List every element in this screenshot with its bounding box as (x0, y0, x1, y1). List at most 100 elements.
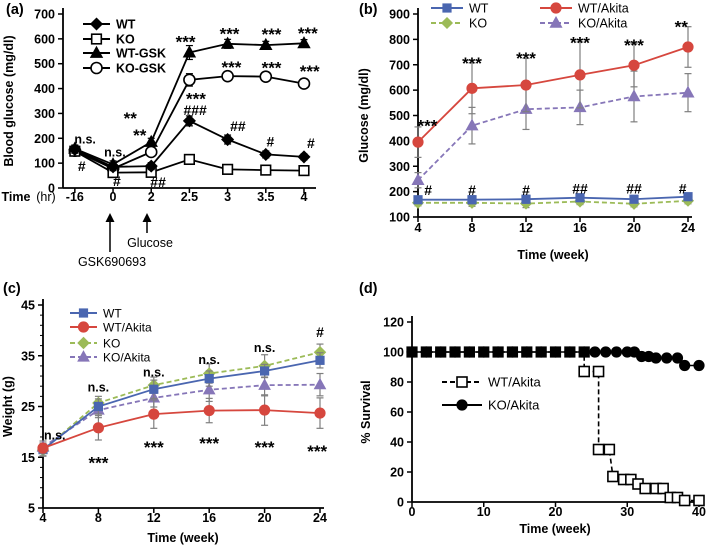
panel-a-blood-glucose-chart: 0 100 200 300 400 500 600 700 -16 0 2 2.5 3 3.5 4 Blood… (2, 8, 320, 270)
svg-text:Glucose: Glucose (127, 236, 173, 250)
svg-text:60: 60 (390, 406, 404, 420)
svg-text:80: 80 (390, 376, 404, 390)
svg-text:15: 15 (21, 451, 35, 465)
svg-text:200: 200 (34, 132, 55, 146)
svg-text:16: 16 (202, 511, 216, 525)
svg-text:100: 100 (389, 211, 410, 225)
svg-text:120: 120 (383, 316, 404, 330)
svg-text:Time (week): Time (week) (517, 248, 588, 262)
annotations: n.s. n.s. *** n.s. *** n.s. *** n.s. *** # *** (44, 324, 328, 472)
svg-text:2.5: 2.5 (181, 190, 198, 204)
svg-text:***: *** (176, 32, 196, 51)
svg-text:KO: KO (116, 33, 135, 47)
svg-text:20: 20 (627, 221, 641, 235)
svg-text:100: 100 (383, 346, 404, 360)
svg-text:900: 900 (389, 8, 410, 22)
svg-text:30: 30 (620, 505, 634, 519)
series-WT (413, 192, 693, 205)
svg-text:45: 45 (21, 299, 35, 313)
svg-text:20: 20 (258, 511, 272, 525)
svg-text:#: # (266, 133, 274, 149)
svg-text:% Survival: % Survival (359, 380, 373, 443)
svg-text:600: 600 (34, 32, 55, 46)
svg-text:4: 4 (415, 221, 422, 235)
svg-text:800: 800 (389, 33, 410, 47)
svg-text:10: 10 (477, 505, 491, 519)
svg-text:700: 700 (389, 58, 410, 72)
svg-text:##: ## (626, 181, 642, 197)
svg-text:KO: KO (103, 337, 120, 351)
svg-text:16: 16 (573, 221, 587, 235)
svg-text:KO-GSK: KO-GSK (116, 62, 166, 76)
svg-text:35: 35 (21, 349, 35, 363)
svg-text:Weight (g): Weight (g) (1, 376, 15, 437)
svg-text:***: *** (418, 117, 438, 136)
svg-text:500: 500 (389, 109, 410, 123)
svg-text:***: *** (186, 90, 206, 109)
svg-text:***: *** (624, 36, 644, 55)
svg-text:400: 400 (34, 82, 55, 96)
annotations: *** # *** # *** # *** ## *** ## ** # (418, 18, 689, 198)
series-KO/Akita (411, 70, 695, 189)
svg-text:12: 12 (147, 511, 161, 525)
svg-text:***: *** (199, 434, 219, 453)
svg-text:***: *** (516, 49, 536, 68)
svg-text:400: 400 (389, 134, 410, 148)
svg-text:###: ### (183, 102, 207, 118)
series-WT (38, 352, 325, 457)
svg-text:n.s.: n.s. (74, 132, 96, 146)
svg-text:##: ## (150, 174, 166, 190)
svg-text:WT: WT (469, 2, 489, 16)
panel-b-label: (b) (359, 2, 378, 18)
svg-text:***: *** (144, 438, 164, 457)
axes: 0 100 200 300 400 500 600 700 -16 0 2 2.5 3 3.5 4 Blood… (2, 8, 316, 204)
svg-text:(hr): (hr) (36, 190, 55, 204)
series-WT/Akita (37, 394, 326, 454)
svg-text:***: *** (262, 59, 282, 78)
svg-text:8: 8 (469, 221, 476, 235)
svg-text:2: 2 (148, 190, 155, 204)
svg-text:-16: -16 (66, 190, 84, 204)
svg-text:40: 40 (692, 505, 706, 519)
svg-text:WT/Akita: WT/Akita (578, 2, 629, 16)
svg-text:**: ** (675, 18, 689, 37)
svg-text:600: 600 (389, 84, 410, 98)
svg-text:#: # (316, 324, 324, 340)
svg-text:n.s.: n.s. (143, 365, 165, 379)
series-WT/Akita (412, 26, 694, 158)
svg-text:n.s.: n.s. (198, 353, 220, 367)
panel-a-label: (a) (6, 2, 24, 18)
chart-c: 5 15 25 35 45 4 8 12 16 20 24 Weight (g) Time (week)… (1, 299, 328, 546)
svg-text:#: # (522, 182, 530, 198)
svg-text:Time (week): Time (week) (519, 522, 590, 536)
svg-text:***: *** (262, 25, 282, 44)
svg-text:***: *** (570, 34, 590, 53)
svg-text:0: 0 (397, 496, 404, 510)
svg-text:0: 0 (110, 190, 117, 204)
svg-text:20: 20 (549, 505, 563, 519)
chart-d: 0 20 40 60 80 100 120 0 10 20 30 40 % Survival Time (… (359, 316, 706, 537)
svg-text:***: *** (255, 438, 275, 457)
svg-text:24: 24 (681, 221, 695, 235)
svg-text:4: 4 (40, 511, 47, 525)
svg-text:4: 4 (301, 190, 308, 204)
svg-text:n.s.: n.s. (44, 428, 66, 442)
svg-text:3.5: 3.5 (257, 190, 274, 204)
svg-text:#: # (307, 135, 315, 151)
svg-text:GSK690693: GSK690693 (78, 255, 146, 269)
svg-text:WT/Akita: WT/Akita (103, 321, 152, 335)
svg-text:Time: Time (2, 190, 31, 204)
axes: 0 20 40 60 80 100 120 0 10 20 30 40 % Survival Time (… (359, 316, 706, 537)
svg-text:40: 40 (390, 436, 404, 450)
series-WT/Akita (406, 346, 705, 507)
svg-text:n.s.: n.s. (254, 341, 276, 355)
svg-text:**: ** (124, 109, 138, 128)
svg-text:***: *** (221, 58, 241, 77)
svg-text:25: 25 (21, 400, 35, 414)
svg-text:n.s.: n.s. (104, 145, 126, 159)
chart-b: 100 200 300 400 500 600 700 800 900 4 8 12 16 20 24 Glu… (357, 2, 695, 263)
svg-text:***: *** (300, 62, 320, 81)
svg-text:***: *** (298, 24, 318, 43)
